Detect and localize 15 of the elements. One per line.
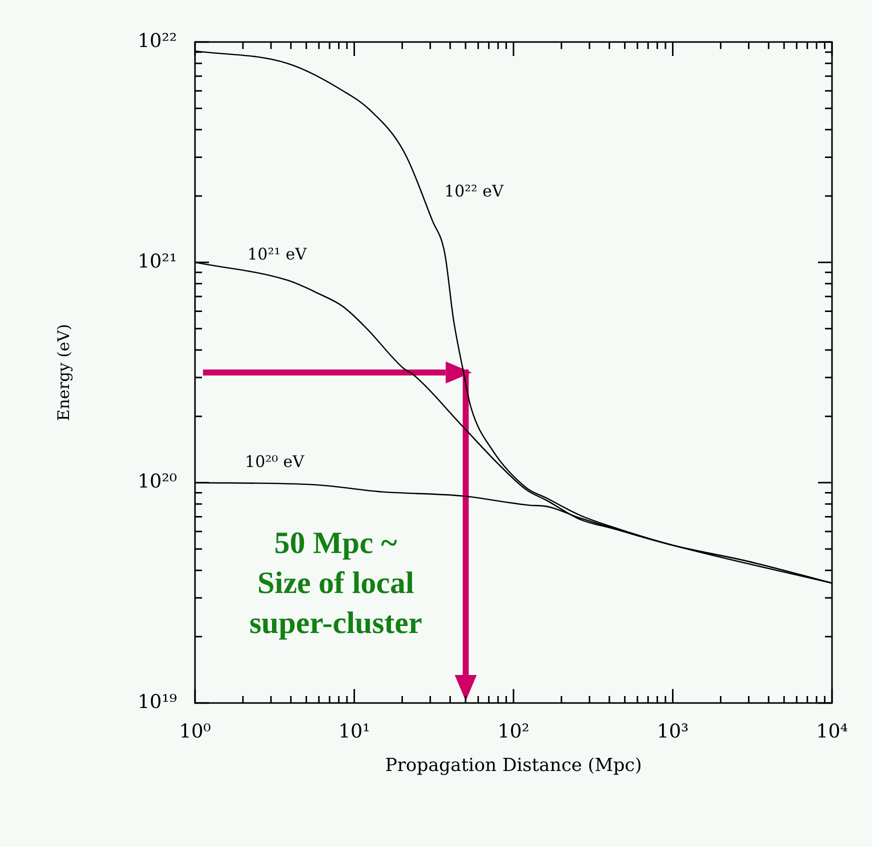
annotation: 50 Mpc ~ Size of local super-cluster — [248, 524, 424, 642]
series-label: 10²⁰ eV — [244, 452, 305, 471]
y-axis-title: Energy (eV) — [54, 324, 73, 421]
x-tick-label: 10⁰ — [179, 720, 212, 742]
x-axis-title: Propagation Distance (Mpc) — [385, 754, 642, 776]
y-tick-label: 10²² — [138, 30, 177, 52]
x-tick-label: 10⁴ — [816, 720, 848, 742]
y-tick-label: 10²⁰ — [138, 470, 178, 493]
series-label: 10²¹ eV — [247, 244, 308, 264]
x-tick-label: 10² — [498, 720, 530, 742]
x-tick-label: 10³ — [656, 720, 689, 742]
y-tick-label: 10¹⁹ — [138, 690, 178, 713]
series-label: 10²² eV — [444, 182, 504, 201]
y-tick-label: 10²¹ — [138, 250, 177, 272]
x-tick-label: 10¹ — [338, 720, 370, 742]
